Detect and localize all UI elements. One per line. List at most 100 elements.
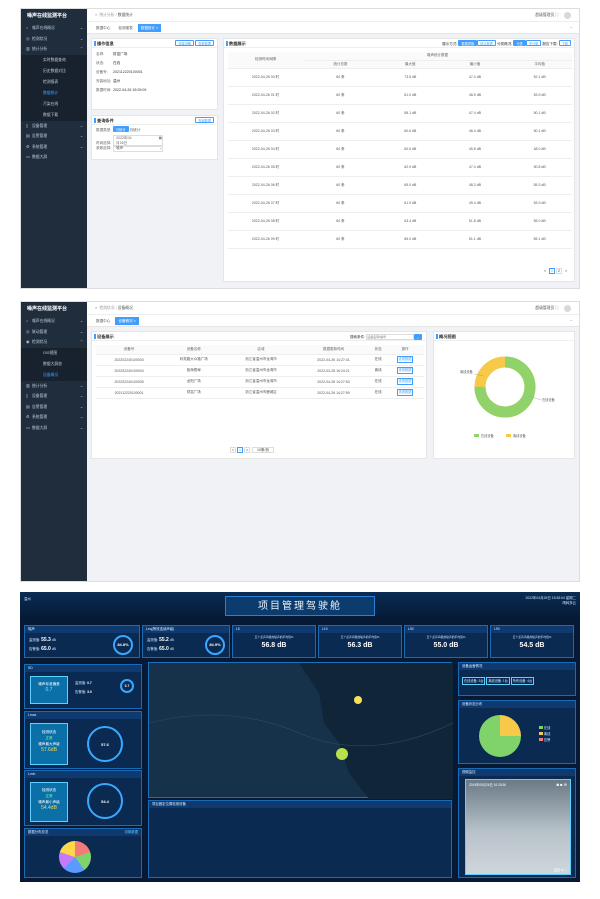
tab-datacenter[interactable]: 数据中心 [96,26,111,30]
page-2[interactable]: 2 [556,268,562,274]
view-data-button[interactable]: 查看数据 [396,378,414,385]
menu-monitor[interactable]: ◉ 检测状况 ⌃ [21,337,87,348]
chevron-down-icon[interactable]: ⌄ [569,24,573,29]
switch-link[interactable]: 切换数据 [124,830,138,834]
menu-device[interactable]: ▯ 设备管理 ⌄ [21,121,87,132]
menu-label: 检测状况 [32,36,48,41]
fullscreen-icon[interactable]: ⛶ [555,306,558,310]
avatar[interactable] [564,304,571,312]
monthly-option[interactable]: 月统计 [129,128,141,132]
view-data-button[interactable]: 查看数据 [396,356,414,363]
page-size-select[interactable]: 10条/页 [251,447,274,453]
menu-stats[interactable]: ▥ 统计分析 ⌃ [21,44,87,55]
sd-module: SD 噪声标准偏差 0.7 监测值: 0.7 告警值: 3.0 0.7 [24,664,142,709]
table-cell: 46.4 dB [442,122,508,141]
pie-title: 概况视图 [434,332,574,341]
view-data-button[interactable]: 查看数据 [396,367,414,374]
menu-system[interactable]: ⚙ 系统管理 ⌄ [21,412,87,423]
menu-home[interactable]: ⌂ 噪声在线概况 ⌄ [21,23,87,34]
menu-screen[interactable]: ▭ 数据大屏 ⌄ [21,423,87,434]
status-value: 正常 [45,794,53,798]
menu-screen[interactable]: ▭ 数据大屏 [21,152,87,163]
menu-linkage[interactable]: ◎ 联动管理 ⌄ [21,327,87,338]
settings-icon[interactable]: ⚙ [561,868,564,872]
tab-device-overview[interactable]: 设备概况 × [115,317,139,325]
chart-mode-button[interactable]: 统计报表 [477,40,496,46]
table-cell: 浙江省温州市龙湾市 [225,354,297,366]
lmax-tile: 检测状态 正常 噪声最大声级 57.6dB [30,723,68,765]
menu-system[interactable]: ⚙ 系统管理 ⌄ [21,142,87,153]
zoom-icon[interactable]: ⊕ [563,782,567,787]
status-value: 正常 [45,736,53,740]
data-title: 数据展示 [224,39,574,48]
menu-toggle-icon[interactable]: ≡ [95,13,98,17]
sub-pollution[interactable]: 污染在线 [21,98,87,110]
avatar[interactable] [564,11,571,19]
menu-device[interactable]: ▯ 设备管理 ⌄ [21,391,87,402]
map-marker[interactable] [354,696,362,704]
param-select[interactable]: 噪声 ⌄ [113,145,163,152]
sub-report[interactable]: 检测报表 [21,76,87,88]
page-next[interactable]: > [564,269,568,273]
sub-realtime[interactable]: 实时数据查询 [21,54,87,66]
menu-label: 数据大屏 [32,155,48,159]
menu-monitor[interactable]: ◎ 检测状况 ⌄ [21,34,87,45]
view-data-button[interactable]: 查看数据 [396,389,414,396]
table-cell: 53.9 dB [507,86,572,105]
sub-history[interactable]: 历史数据对比 [21,65,87,77]
sub-bigscreen[interactable]: 数据大屏态 [21,358,87,370]
menu-home[interactable]: ⌂ 噪声在线概况 ⌄ [21,316,87,327]
crumb[interactable]: 统计分析 [99,13,115,17]
download-label: 报告下载: [542,42,558,46]
home-icon: ⌂ [26,26,29,30]
unit: dB [169,647,174,651]
map-marker[interactable] [336,748,348,760]
sub-gis[interactable]: GIS视图 [21,347,87,359]
search-input[interactable] [366,333,415,340]
chevron-down-icon[interactable]: ⌄ [569,317,573,322]
daily-option[interactable]: 日统计 [113,126,129,132]
menu-stats[interactable]: ▥ 统计分析 ⌄ [21,381,87,392]
view-data-button[interactable]: 查看数据 [195,40,214,46]
page-prev[interactable]: < [543,269,547,273]
crumb-current: 数据统计 [117,13,133,17]
page-next[interactable]: > [244,447,250,453]
sub-datastat[interactable]: 数据统计 [21,87,87,99]
crumb[interactable]: 检测状况 [99,306,115,310]
pie-label-offline: 离线设备 [460,369,474,374]
fullscreen-icon[interactable]: ⛶ [555,13,558,17]
record-icon[interactable]: ■ [560,782,563,787]
date-input[interactable]: 2022年04月26日 ▦ [113,135,163,147]
table-cell: 60 条 [303,122,378,141]
fullscreen-icon[interactable]: ⛶ [564,868,567,872]
data-card: 数据展示 展示方式: 数据表格 统计报表 分类概况: 分类 不分类 报告下载: 下载… [223,38,575,282]
unit: dB [51,638,56,642]
select-device-button[interactable]: 选择设备 [175,40,195,46]
user-name[interactable]: 超级管理员 [535,13,555,17]
page-prev[interactable]: < [230,447,236,453]
table-mode-button[interactable]: 数据表格 [458,40,478,46]
menu-toggle-icon[interactable]: ≡ [95,306,98,310]
tab-report[interactable]: 检测报表 [118,26,133,30]
no-classify-button[interactable]: 不分类 [525,40,542,46]
video-feed[interactable]: 2019年05月26日 10:28:36 ◙ ■ ⊕ 监控 ⚙ ⛶ [465,779,571,875]
page-1[interactable]: 1 [237,447,243,453]
sub-device-overview[interactable]: 设备概况 [21,369,87,381]
query-button[interactable]: 查询数据 [195,117,214,123]
op-value: 温州 [113,79,121,83]
sub-download[interactable]: 数据下载 [21,109,87,121]
search-icon[interactable]: ⌕ [414,333,422,340]
table-cell: 在线 [370,387,387,399]
menu-alarm[interactable]: ▤ 告警管理 ⌄ [21,402,87,413]
col-count: 统计总数 [303,60,378,69]
lmin-gauge: 54.4 [87,783,123,819]
camera-icon[interactable]: ◙ [556,782,559,787]
tab-datastat[interactable]: 数据统计 × [137,24,162,32]
download-button[interactable]: 下载 [558,40,571,46]
menu-alarm[interactable]: ▤ 告警管理 ⌄ [21,131,87,142]
page-1[interactable]: 1 [549,268,555,274]
user-name[interactable]: 超级管理员 [535,306,555,310]
tab-datacenter[interactable]: 数据中心 [96,319,111,323]
classify-button[interactable]: 分类 [513,40,526,46]
